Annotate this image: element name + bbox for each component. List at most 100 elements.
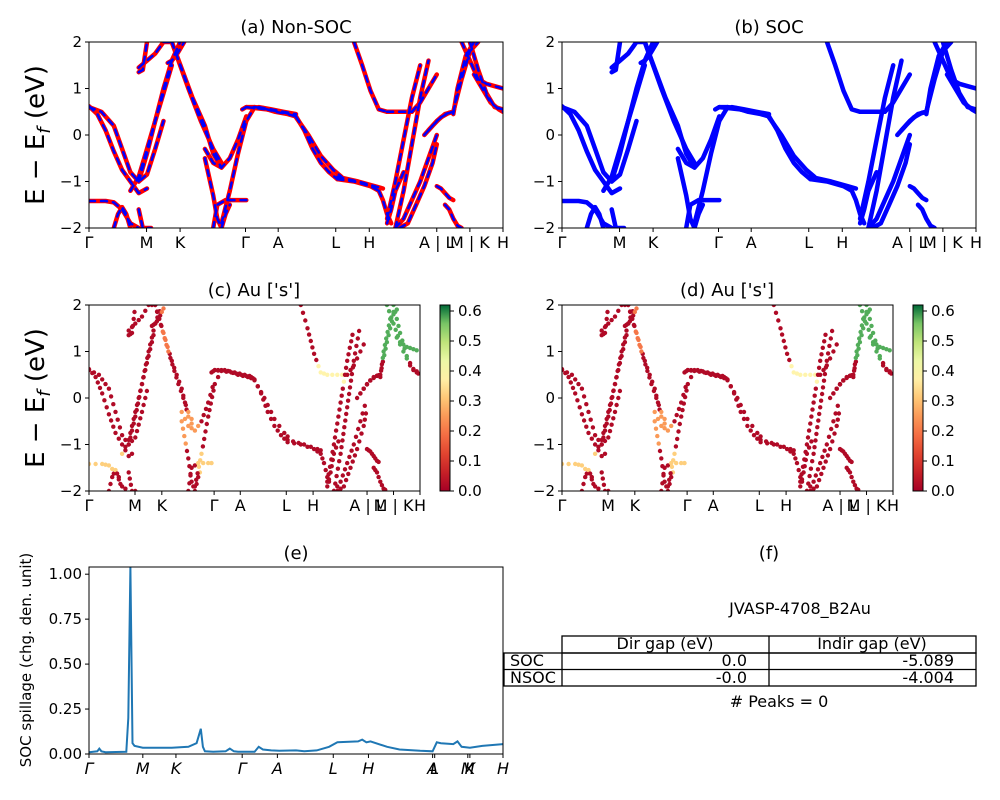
y-tick-label: 1 <box>545 80 555 98</box>
scatter-point <box>851 374 856 380</box>
colorbar-tick-label: 0.0 <box>458 482 482 500</box>
scatter-point <box>394 335 399 340</box>
scatter-point <box>342 467 348 472</box>
scatter-point <box>133 488 138 491</box>
scatter-point <box>602 451 608 456</box>
scatter-point <box>590 425 596 430</box>
scatter-point <box>404 356 409 361</box>
scatter-point <box>584 424 589 429</box>
y-tick-label: 0 <box>545 126 555 144</box>
scatter-point <box>142 368 147 374</box>
scatter-point <box>758 437 763 443</box>
scatter-point <box>867 316 872 322</box>
scatter-point <box>831 349 836 354</box>
scatter-point <box>368 378 373 383</box>
scatter-point <box>631 322 637 328</box>
scatter-point <box>673 444 679 449</box>
scatter-point <box>596 437 601 443</box>
band-line-29 <box>410 73 439 114</box>
scatter-point <box>113 409 118 415</box>
scatter-point <box>138 416 143 421</box>
scatter-point <box>133 414 138 419</box>
panel-e-plot-area: 1.000.750.500.250.00Γ M K Γ A L H AL MK H <box>49 565 509 778</box>
scatter-point <box>347 454 352 460</box>
scatter-point <box>649 381 654 387</box>
scatter-point <box>348 378 354 383</box>
scatter-point <box>682 394 688 400</box>
x-tick-label: H <box>887 496 899 515</box>
scatter-point <box>586 430 591 436</box>
scatter-point <box>851 479 856 484</box>
scatter-point <box>340 438 345 443</box>
scatter-point <box>606 414 611 419</box>
scatter-point <box>255 384 260 389</box>
scatter-point <box>138 388 143 393</box>
table-row-nsoc-label: NSOC <box>510 668 556 687</box>
scatter-point <box>132 309 137 315</box>
scatter-point <box>339 393 344 398</box>
band-lines <box>562 42 976 228</box>
scatter-point <box>880 345 886 351</box>
scatter-point <box>576 381 581 387</box>
scatter-point <box>655 416 661 422</box>
scatter-point <box>91 370 97 375</box>
scatter-point <box>376 474 381 480</box>
scatter-point <box>662 421 667 426</box>
scatter-point <box>203 429 208 434</box>
scatter-point <box>588 417 593 422</box>
scatter-point <box>679 460 684 466</box>
scatter-point <box>336 439 341 444</box>
scatter-point <box>411 347 416 352</box>
scatter-point <box>562 461 565 467</box>
band-line-31 <box>398 143 439 228</box>
scatter-point <box>573 391 578 396</box>
scatter-point <box>624 328 629 333</box>
gap-table <box>503 635 977 687</box>
scatter-point <box>817 411 822 417</box>
x-tick-label: K <box>648 233 659 252</box>
scatter-point <box>123 444 128 449</box>
scatter-point <box>814 379 820 384</box>
scatter-point <box>827 343 832 349</box>
scatter-point <box>824 358 829 363</box>
scatter-point <box>808 466 814 471</box>
scatter-point <box>186 456 191 461</box>
band-line-13 <box>203 157 232 228</box>
band-line-12 <box>203 115 248 169</box>
scatter-point <box>864 305 869 308</box>
x-tick-label: A <box>746 233 757 252</box>
y-tick-label: −2 <box>533 482 555 500</box>
scatter-point <box>340 473 345 478</box>
scatter-point <box>626 305 631 308</box>
scatter-point <box>781 338 786 344</box>
scatter-point <box>325 484 330 489</box>
panel-a-ylabel: E − Ef (eV) <box>21 65 55 205</box>
y-tick-label: 2 <box>72 33 82 51</box>
scatter-point <box>692 368 697 374</box>
scatter-point <box>199 419 204 424</box>
scatter-point <box>606 321 611 326</box>
scatter-point <box>111 402 116 407</box>
scatter-point <box>376 459 381 465</box>
scatter-point <box>320 456 325 461</box>
scatter-point <box>104 405 109 410</box>
band-line-25 <box>824 42 863 115</box>
x-tick-label: A | L <box>349 496 385 515</box>
scatter-point <box>265 409 270 415</box>
colorbar-tick-label: 0.6 <box>458 302 482 320</box>
scatter-point <box>811 486 816 491</box>
scatter-point <box>612 381 618 387</box>
scatter-point <box>204 421 209 427</box>
panel-c-ylabel: E − Ef (eV) <box>21 328 55 468</box>
scatter-point <box>596 444 601 449</box>
scatter-point <box>602 324 608 330</box>
scatter-point <box>335 466 341 471</box>
scatter-point <box>869 323 874 329</box>
y-tick-label: −2 <box>60 219 82 237</box>
scatter-point <box>857 305 863 308</box>
scatter-point <box>576 462 581 467</box>
scatter-point <box>340 386 345 391</box>
scatter-point <box>188 473 193 478</box>
scatter-point <box>330 449 335 455</box>
